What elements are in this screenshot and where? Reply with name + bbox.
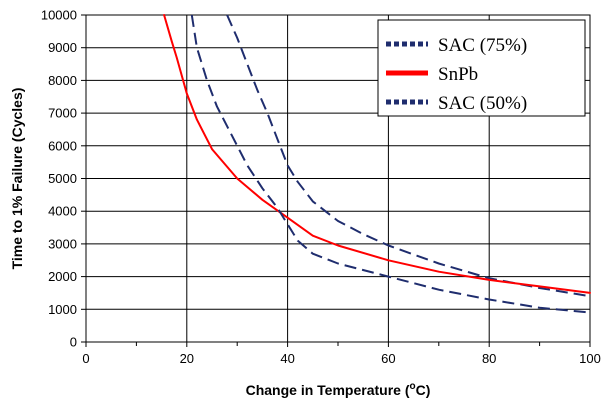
x-tick-label: 40 [280,351,294,366]
y-tick-label: 10000 [41,8,77,23]
x-tick-label: 100 [579,351,601,366]
y-axis-ticks: 0 1000 2000 3000 4000 5000 6000 7000 8000 9000 100… [41,8,86,350]
x-axis-label-superscript: o [410,381,416,392]
legend-label-3: SAC (50%) [438,93,527,114]
x-axis-label-unit: C) [416,382,431,398]
x-axis-label: Change in Temperature (oC) [246,381,431,398]
legend: SAC (75%) SnPb SAC (50%) [377,19,586,117]
y-tick-label: 7000 [48,106,77,121]
y-tick-label: 8000 [48,73,77,88]
y-tick-label: 9000 [48,40,77,55]
y-axis-label: Time to 1% Failure (Cycles) [9,88,25,270]
x-tick-label: 20 [180,351,194,366]
series-line-3 [190,14,591,314]
legend-label-2: SnPb [438,64,478,85]
x-tick-label: 80 [482,351,496,366]
series-layer [163,14,591,314]
y-tick-label: 6000 [48,138,77,153]
series-line-2 [163,14,591,294]
x-axis-label-text: Change in Temperature ( [246,382,410,398]
y-tick-label: 0 [70,335,77,350]
y-tick-label: 1000 [48,302,77,317]
y-tick-label: 3000 [48,236,77,251]
y-tick-label: 5000 [48,171,77,186]
y-tick-label: 4000 [48,204,77,219]
legend-label-1: SAC (75%) [438,35,527,56]
x-axis-ticks: 0 20 40 60 80 100 [82,342,601,366]
y-tick-label: 2000 [48,269,77,284]
x-tick-label: 60 [381,351,395,366]
x-tick-label: 0 [82,351,89,366]
